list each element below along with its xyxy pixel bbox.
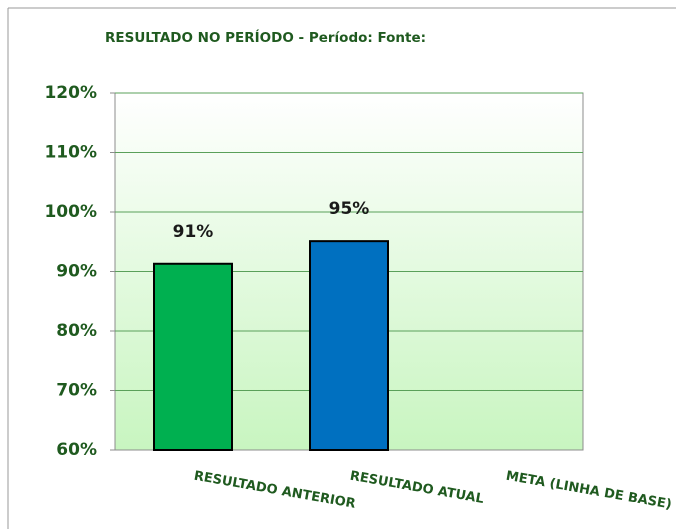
x-tick-label: RESULTADO ANTERIOR: [193, 469, 357, 512]
y-tick-label: 110%: [44, 143, 97, 163]
chart-title: RESULTADO NO PERÍODO - Período: Fonte:: [105, 29, 426, 46]
bar: [309, 240, 389, 451]
bar: [153, 262, 233, 452]
y-tick-label: 100%: [44, 202, 97, 222]
x-tick-label: RESULTADO ATUAL: [349, 469, 485, 507]
y-tick-label: 60%: [56, 440, 97, 460]
data-label: 91%: [173, 222, 214, 242]
y-tick-label: 70%: [56, 381, 97, 401]
data-label: 95%: [329, 199, 370, 219]
y-tick-label: 80%: [56, 321, 97, 341]
y-tick-label: 90%: [56, 262, 97, 282]
y-tick-label: 120%: [44, 83, 97, 103]
x-tick-label: META (LINHA DE BASE): [505, 469, 673, 513]
